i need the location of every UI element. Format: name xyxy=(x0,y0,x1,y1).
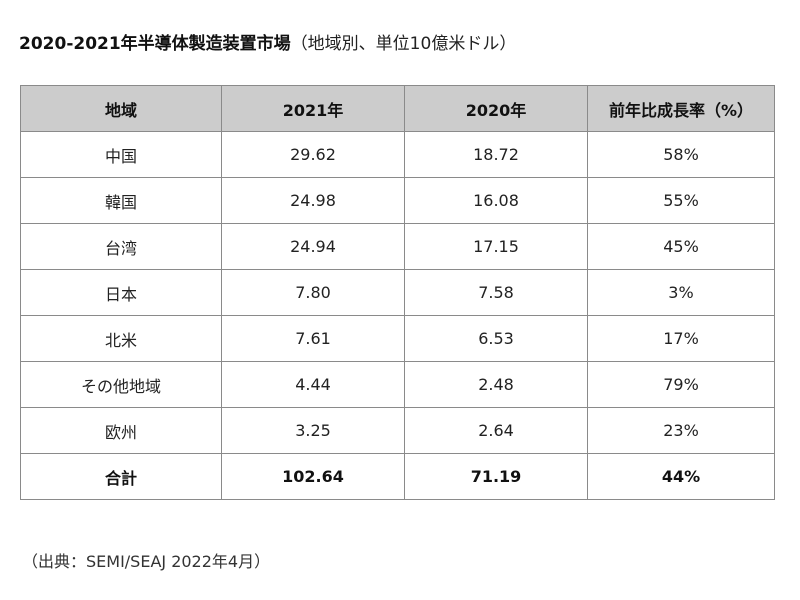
cell-2021: 7.80 xyxy=(221,269,405,316)
table-row: 台湾 24.94 17.15 45% xyxy=(20,223,775,270)
cell-growth: 17% xyxy=(587,315,775,362)
table-row: 中国 29.62 18.72 58% xyxy=(20,131,775,178)
cell-2021: 7.61 xyxy=(221,315,405,362)
cell-2021: 29.62 xyxy=(221,131,405,178)
cell-region: 欧州 xyxy=(20,407,222,454)
cell-2020: 2.64 xyxy=(404,407,588,454)
cell-region: 韓国 xyxy=(20,177,222,224)
cell-region: 日本 xyxy=(20,269,222,316)
title-text: 2020-2021年半導体製造装置市場 xyxy=(19,34,291,54)
page-title: 2020-2021年半導体製造装置市場（地域別、単位10億米ドル） xyxy=(19,29,516,54)
table-row: 日本 7.80 7.58 3% xyxy=(20,269,775,316)
header-row: 地域 2021年 2020年 前年比成長率（%） xyxy=(20,85,775,132)
total-row: 合計 102.64 71.19 44% xyxy=(20,453,775,500)
cell-2021: 4.44 xyxy=(221,361,405,408)
subtitle-text: （地域別、単位10億米ドル） xyxy=(290,34,517,54)
column-header-2021: 2021年 xyxy=(221,85,405,132)
cell-2021: 24.98 xyxy=(221,177,405,224)
total-growth: 44% xyxy=(587,453,775,500)
cell-growth: 45% xyxy=(587,223,775,270)
table-row: 北米 7.61 6.53 17% xyxy=(20,315,775,362)
source-note: （出典：SEMI/SEAJ 2022年4月） xyxy=(22,552,271,571)
cell-region: 中国 xyxy=(20,131,222,178)
total-2021: 102.64 xyxy=(221,453,405,500)
total-label: 合計 xyxy=(20,453,222,500)
column-header-growth: 前年比成長率（%） xyxy=(587,85,775,132)
cell-growth: 3% xyxy=(587,269,775,316)
cell-2021: 24.94 xyxy=(221,223,405,270)
cell-2020: 6.53 xyxy=(404,315,588,362)
cell-2020: 18.72 xyxy=(404,131,588,178)
table-row: 韓国 24.98 16.08 55% xyxy=(20,177,775,224)
cell-growth: 23% xyxy=(587,407,775,454)
total-2020: 71.19 xyxy=(404,453,588,500)
market-table: 地域 2021年 2020年 前年比成長率（%） 中国 29.62 18.72 … xyxy=(20,85,775,500)
cell-region: 台湾 xyxy=(20,223,222,270)
table-row: 欧州 3.25 2.64 23% xyxy=(20,407,775,454)
column-header-2020: 2020年 xyxy=(404,85,588,132)
cell-region: 北米 xyxy=(20,315,222,362)
table-row: その他地域 4.44 2.48 79% xyxy=(20,361,775,408)
cell-2020: 17.15 xyxy=(404,223,588,270)
cell-growth: 58% xyxy=(587,131,775,178)
column-header-region: 地域 xyxy=(20,85,222,132)
cell-growth: 79% xyxy=(587,361,775,408)
cell-2020: 16.08 xyxy=(404,177,588,224)
cell-growth: 55% xyxy=(587,177,775,224)
cell-region: その他地域 xyxy=(20,361,222,408)
cell-2020: 7.58 xyxy=(404,269,588,316)
cell-2020: 2.48 xyxy=(404,361,588,408)
cell-2021: 3.25 xyxy=(221,407,405,454)
